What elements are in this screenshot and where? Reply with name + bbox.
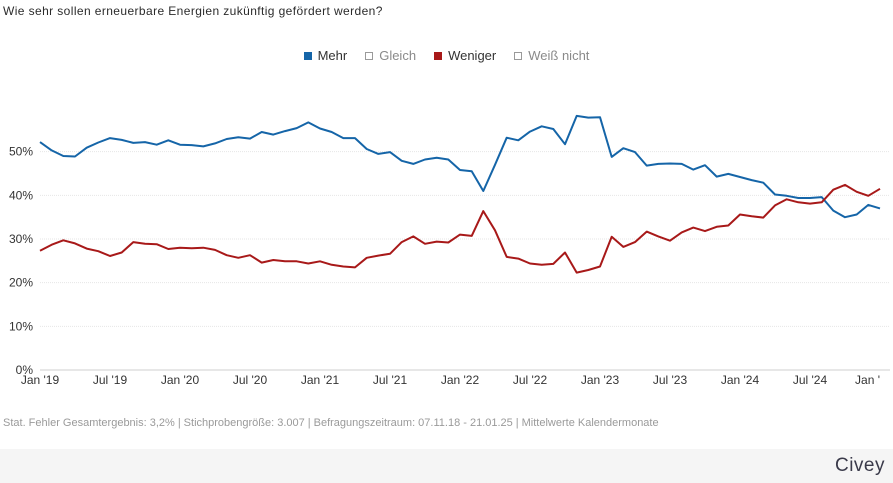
series-line-mehr: [39, 114, 881, 219]
x-tick-label: Jan ': [855, 373, 880, 387]
legend-swatch-mehr: [303, 51, 312, 60]
footer-period: Befragungszeitraum: 07.11.18 - 21.01.25: [313, 417, 513, 429]
x-tick-label: Jul '19: [93, 373, 128, 387]
x-tick-label: Jan '20: [161, 373, 200, 387]
x-tick-label: Jul '23: [653, 373, 688, 387]
x-tick-label: Jan '24: [721, 373, 760, 387]
legend-item-weiss-nicht[interactable]: Weiß nicht: [514, 48, 589, 63]
legend-label-gleich: Gleich: [379, 48, 417, 63]
x-tick-label: Jul '20: [233, 373, 268, 387]
legend-label-mehr: Mehr: [317, 48, 348, 63]
series-line-weniger: [39, 183, 881, 274]
legend-item-weniger[interactable]: Weniger: [434, 48, 496, 63]
legend-swatch-gleich: [365, 51, 374, 60]
x-tick-label: Jan '19: [21, 373, 60, 387]
x-tick-label: Jan '22: [441, 373, 480, 387]
y-tick-label: 0%: [16, 363, 34, 377]
legend-item-mehr[interactable]: Mehr: [303, 48, 348, 63]
y-tick-label: 30%: [9, 232, 33, 246]
x-tick-label: Jan '23: [581, 373, 620, 387]
x-tick-label: Jan '21: [301, 373, 340, 387]
footer-separator: |: [177, 417, 181, 429]
x-tick-label: Jul '22: [513, 373, 548, 387]
brand-logo[interactable]: Civey: [834, 455, 885, 476]
y-tick-label: 10%: [9, 319, 33, 333]
legend-label-weiss-nicht: Weiß nicht: [528, 48, 590, 63]
chart-title: Wie sehr sollen erneuerbare Energien zuk…: [3, 4, 383, 18]
y-tick-label: 20%: [9, 276, 33, 290]
footer-separator: |: [307, 417, 311, 429]
line-chart: 0% 10% 20% 30% 40% 50% Jan '19 Jul '19 Jan '20 Ju…: [9, 114, 890, 387]
x-tick-label: Jul '21: [373, 373, 408, 387]
footer-note: Mittelwerte Kalendermonate: [521, 417, 659, 429]
legend-swatch-weiss-nicht: [514, 51, 523, 60]
footer: Stat. Fehler Gesamtergebnis: 3,2% | Stichp…: [3, 417, 659, 429]
x-tick-label: Jul '24: [793, 373, 828, 387]
y-tick-label: 40%: [9, 188, 33, 202]
legend-label-weniger: Weniger: [448, 48, 497, 63]
legend-item-gleich[interactable]: Gleich: [365, 48, 416, 63]
legend-swatch-weniger: [434, 51, 443, 60]
y-tick-label: 50%: [9, 145, 33, 159]
legend: Mehr Gleich Weniger Weiß nicht: [0, 48, 893, 63]
footer-separator: |: [515, 417, 519, 429]
footer-error: Stat. Fehler Gesamtergebnis: 3,2%: [3, 417, 175, 429]
footer-sample: Stichprobengröße: 3.007: [183, 417, 305, 429]
bottom-bar: Civey: [0, 449, 893, 483]
